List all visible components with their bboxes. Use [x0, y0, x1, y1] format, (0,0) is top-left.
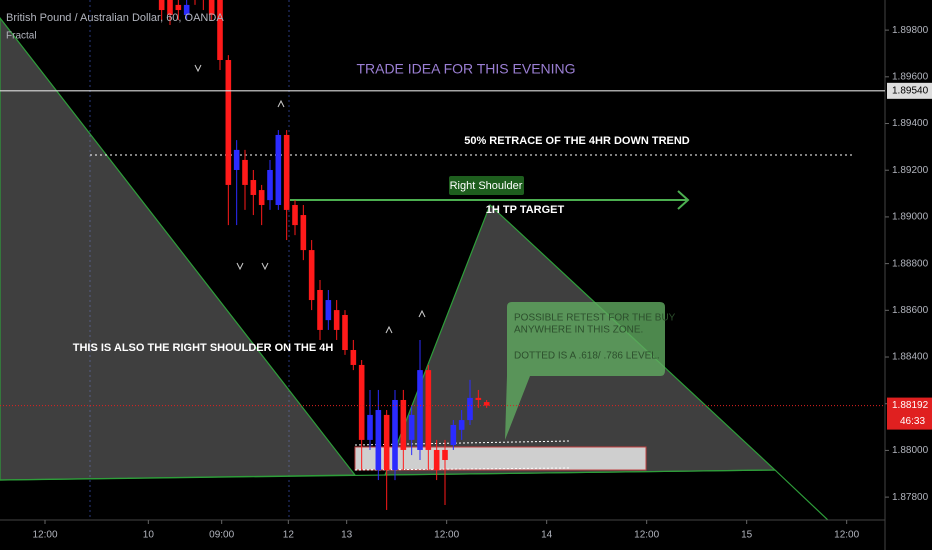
drawings — [0, 0, 855, 520]
y-tick-label: 1.88000 — [892, 445, 929, 456]
candle-body — [167, 0, 173, 15]
candle-body — [175, 4, 182, 11]
candle-body — [217, 0, 223, 61]
y-tick-label: 1.88400 — [892, 352, 929, 363]
last-price-tag — [887, 397, 932, 430]
candle-body — [183, 4, 190, 15]
candle-body — [475, 397, 482, 400]
target-note: 1H TP TARGET — [486, 204, 565, 216]
last-price-label: 1.88192 — [892, 400, 929, 411]
candle-body — [375, 410, 382, 471]
candle-body — [275, 134, 282, 206]
candle-body — [442, 449, 448, 460]
x-tick-label: 13 — [341, 530, 353, 541]
y-tick-label: 1.89600 — [892, 71, 929, 82]
shoulder-label: Right Shoulder — [450, 180, 523, 192]
x-tick-label: 12:00 — [634, 530, 659, 541]
callout-text: DOTTED IS A .618/ .786 LEVEL. — [514, 351, 660, 362]
neckline — [0, 469, 776, 481]
candle-body — [242, 159, 248, 185]
x-tick-label: 12 — [283, 530, 295, 541]
x-tick-label: 12:00 — [834, 530, 859, 541]
callout-text: ANYWHERE IN THIS ZONE. — [514, 325, 643, 336]
candle-body — [325, 300, 332, 321]
retrace-note: 50% RETRACE OF THE 4HR DOWN TREND — [464, 135, 690, 147]
x-tick-label: 15 — [741, 530, 753, 541]
candle-body — [408, 414, 415, 440]
axes: 1.89800 1.89600 1.89400 1.89200 1.89000 1.888… — [0, 25, 932, 541]
candles — [158, 0, 490, 510]
candle-body — [233, 149, 240, 170]
y-tick-label: 1.89000 — [892, 212, 929, 223]
indicator: Fractal — [6, 31, 37, 42]
candle-body — [342, 314, 348, 351]
buy-zone — [354, 446, 647, 471]
y-tick-label: 1.88600 — [892, 305, 929, 316]
x-tick-label: 09:00 — [209, 530, 234, 541]
y-tick-label: 1.88800 — [892, 258, 929, 269]
candle-body — [283, 134, 290, 210]
price-line-label: 1.89540 — [892, 85, 929, 96]
trend-line — [774, 469, 829, 520]
candle-body — [467, 397, 473, 421]
symbol: British Pound / Australian Dollar, 60, O… — [6, 12, 224, 24]
candle-body — [292, 205, 298, 226]
candle-body — [258, 190, 265, 206]
candle-body — [225, 60, 232, 185]
y-tick-label: 1.89200 — [892, 165, 929, 176]
candle-body — [383, 414, 390, 471]
x-tick-label: 10 — [143, 530, 155, 541]
candle-body — [400, 399, 407, 450]
candle-body — [267, 169, 273, 201]
callout-box — [505, 302, 665, 440]
idea-title: TRADE IDEA FOR THIS EVENING — [356, 61, 575, 77]
candle-body — [392, 399, 398, 471]
candle-body — [350, 350, 357, 365]
x-tick-label: 12:00 — [32, 530, 57, 541]
candle-body — [158, 0, 165, 11]
candle-body — [358, 364, 365, 440]
shoulder-4h-note: THIS IS ALSO THE RIGHT SHOULDER ON THE 4… — [73, 342, 334, 354]
candle-body — [300, 215, 307, 251]
candle-body — [308, 250, 315, 301]
candle-body — [458, 420, 465, 430]
price-line-tag — [887, 82, 932, 99]
y-tick-label: 1.89400 — [892, 118, 929, 129]
x-tick-label: 12:00 — [434, 530, 459, 541]
target-arrow — [677, 190, 690, 210]
y-tick-label: 1.87800 — [892, 492, 929, 503]
candle-body — [208, 0, 215, 15]
candle-body — [450, 424, 457, 446]
countdown: 46:33 — [900, 416, 925, 427]
candle-body — [317, 290, 323, 330]
annotations: British Pound / Australian Dollar, 60, O… — [6, 12, 690, 362]
y-tick-label: 1.89800 — [892, 25, 929, 36]
candle-body — [425, 370, 432, 450]
candle-body — [250, 180, 257, 195]
candle-body — [417, 370, 423, 450]
candle-body — [333, 310, 340, 330]
candle-body — [483, 402, 490, 406]
callout-text: POSSIBLE RETEST FOR THE BUY — [514, 313, 676, 324]
x-tick-label: 14 — [541, 530, 553, 541]
fractal-markers — [194, 64, 426, 334]
label-box — [449, 176, 524, 195]
candle-body — [367, 414, 373, 440]
candle-body — [433, 449, 440, 471]
